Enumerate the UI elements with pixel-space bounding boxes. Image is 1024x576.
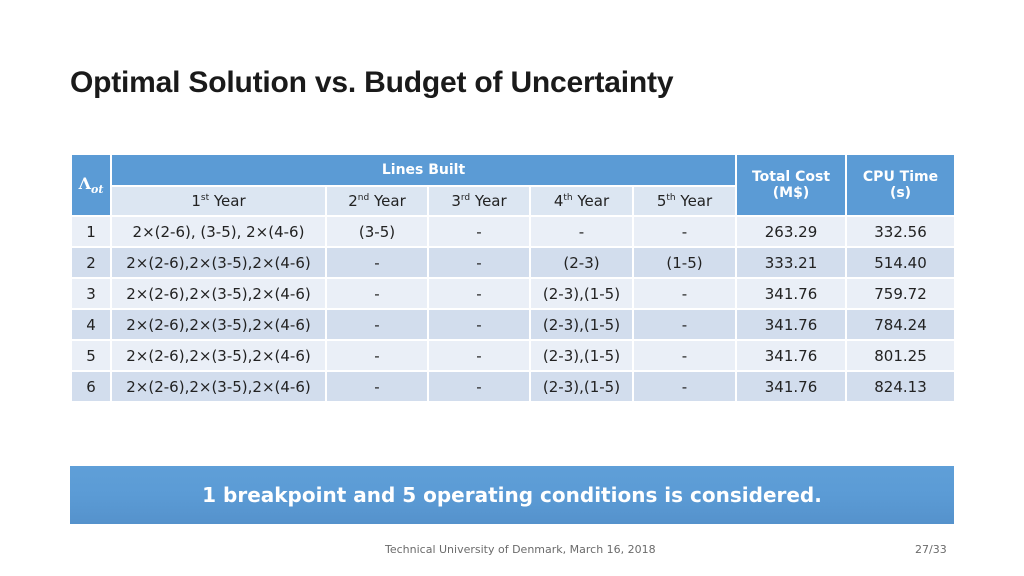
year2-cell: - (325, 277, 429, 310)
lambda-cell: 6 (70, 370, 112, 403)
year4-cell: (2-3),(1-5) (529, 339, 634, 372)
total-cost-header-line2: (M$) (772, 185, 810, 201)
slide-title: Optimal Solution vs. Budget of Uncertain… (70, 66, 674, 99)
results-table: Λot Lines Built Total Cost (M$) CPU Time… (70, 153, 957, 403)
year1-cell: 2×(2-6),2×(3-5),2×(4-6) (110, 277, 327, 310)
total-cost-header-line1: Total Cost (751, 169, 831, 185)
lambda-cell: 2 (70, 246, 112, 279)
lambda-cell: 5 (70, 339, 112, 372)
total-cost-cell: 333.21 (735, 246, 848, 279)
year1-cell: 2×(2-6),2×(3-5),2×(4-6) (110, 246, 327, 279)
year3-cell: - (427, 246, 531, 279)
cpu-time-cell: 759.72 (845, 277, 957, 310)
cpu-time-cell: 824.13 (845, 370, 957, 403)
year2-cell: (3-5) (325, 215, 429, 248)
year3-cell: - (427, 308, 531, 341)
year-header-3: 3rd Year (427, 185, 531, 217)
cpu-time-header: CPU Time (s) (845, 153, 957, 217)
year4-cell: - (529, 215, 634, 248)
cpu-time-cell: 784.24 (845, 308, 957, 341)
year-header-row: 1st Year 2nd Year 3rd Year 4th Year 5th … (71, 185, 955, 217)
year-suffix: rd (460, 193, 471, 203)
year-suffix: th (563, 193, 573, 203)
lambda-symbol: Λ (78, 173, 91, 193)
table-row: 1 2×(2-6), (3-5), 2×(4-6) (3-5) - - - 26… (70, 215, 957, 248)
table-row: 4 2×(2-6),2×(3-5),2×(4-6) - - (2-3),(1-5… (70, 308, 957, 341)
lambda-subscript: ot (91, 183, 104, 197)
year-header-4: 4th Year (529, 185, 634, 217)
year4-cell: (2-3) (529, 246, 634, 279)
table-row: 6 2×(2-6),2×(3-5),2×(4-6) - - (2-3),(1-5… (70, 370, 957, 403)
year2-cell: - (325, 370, 429, 403)
cpu-time-header-line2: (s) (889, 185, 912, 201)
lambda-cell: 1 (70, 215, 112, 248)
lambda-header: Λot (70, 153, 112, 217)
year-num: 1 (191, 192, 201, 210)
year-header-1: 1st Year (110, 185, 327, 217)
year3-cell: - (427, 277, 531, 310)
cpu-time-cell: 514.40 (845, 246, 957, 279)
footer-text: Technical University of Denmark, March 1… (385, 543, 656, 556)
year-word: Year (474, 192, 507, 210)
year5-cell: (1-5) (631, 246, 738, 279)
table-row: 5 2×(2-6),2×(3-5),2×(4-6) - - (2-3),(1-5… (70, 339, 957, 372)
year-suffix: th (666, 193, 676, 203)
year5-cell: - (631, 277, 738, 310)
table-row: 3 2×(2-6),2×(3-5),2×(4-6) - - (2-3),(1-5… (70, 277, 957, 310)
total-cost-cell: 341.76 (735, 277, 848, 310)
year5-cell: - (631, 308, 738, 341)
lines-built-header: Lines Built (109, 153, 738, 187)
cpu-time-cell: 801.25 (845, 339, 957, 372)
year1-cell: 2×(2-6),2×(3-5),2×(4-6) (110, 339, 327, 372)
year5-cell: - (631, 215, 738, 248)
year-num: 3 (451, 192, 461, 210)
cpu-time-header-line1: CPU Time (862, 169, 939, 185)
cpu-time-cell: 332.56 (845, 215, 957, 248)
year1-cell: 2×(2-6),2×(3-5),2×(4-6) (110, 308, 327, 341)
year-word: Year (213, 192, 246, 210)
year4-cell: (2-3),(1-5) (529, 277, 634, 310)
year-word: Year (680, 192, 713, 210)
page-number: 27/33 (915, 543, 947, 556)
year4-cell: (2-3),(1-5) (529, 370, 634, 403)
year2-cell: - (325, 339, 429, 372)
table-row: 2 2×(2-6),2×(3-5),2×(4-6) - - (2-3) (1-5… (70, 246, 957, 279)
year3-cell: - (427, 370, 531, 403)
year1-cell: 2×(2-6), (3-5), 2×(4-6) (110, 215, 327, 248)
conclusion-banner: 1 breakpoint and 5 operating conditions … (70, 466, 954, 524)
year-header-2: 2nd Year (325, 185, 429, 217)
year1-cell: 2×(2-6),2×(3-5),2×(4-6) (110, 370, 327, 403)
total-cost-cell: 263.29 (735, 215, 848, 248)
year4-cell: (2-3),(1-5) (529, 308, 634, 341)
year3-cell: - (427, 215, 531, 248)
conclusion-text: 1 breakpoint and 5 operating conditions … (202, 483, 822, 507)
year-header-5: 5th Year (631, 185, 738, 217)
total-cost-cell: 341.76 (735, 370, 848, 403)
total-cost-cell: 341.76 (735, 339, 848, 372)
year2-cell: - (325, 246, 429, 279)
year5-cell: - (631, 370, 738, 403)
year-word: Year (577, 192, 610, 210)
lambda-cell: 4 (70, 308, 112, 341)
total-cost-cell: 341.76 (735, 308, 848, 341)
year-num: 4 (553, 192, 564, 210)
year-word: Year (373, 192, 406, 210)
year-num: 2 (348, 192, 358, 210)
total-cost-header: Total Cost (M$) (735, 153, 848, 217)
year-suffix: st (200, 193, 210, 203)
year5-cell: - (631, 339, 738, 372)
year3-cell: - (427, 339, 531, 372)
year-num: 5 (656, 192, 667, 210)
lambda-cell: 3 (70, 277, 112, 310)
year-suffix: nd (357, 193, 370, 203)
year2-cell: - (325, 308, 429, 341)
